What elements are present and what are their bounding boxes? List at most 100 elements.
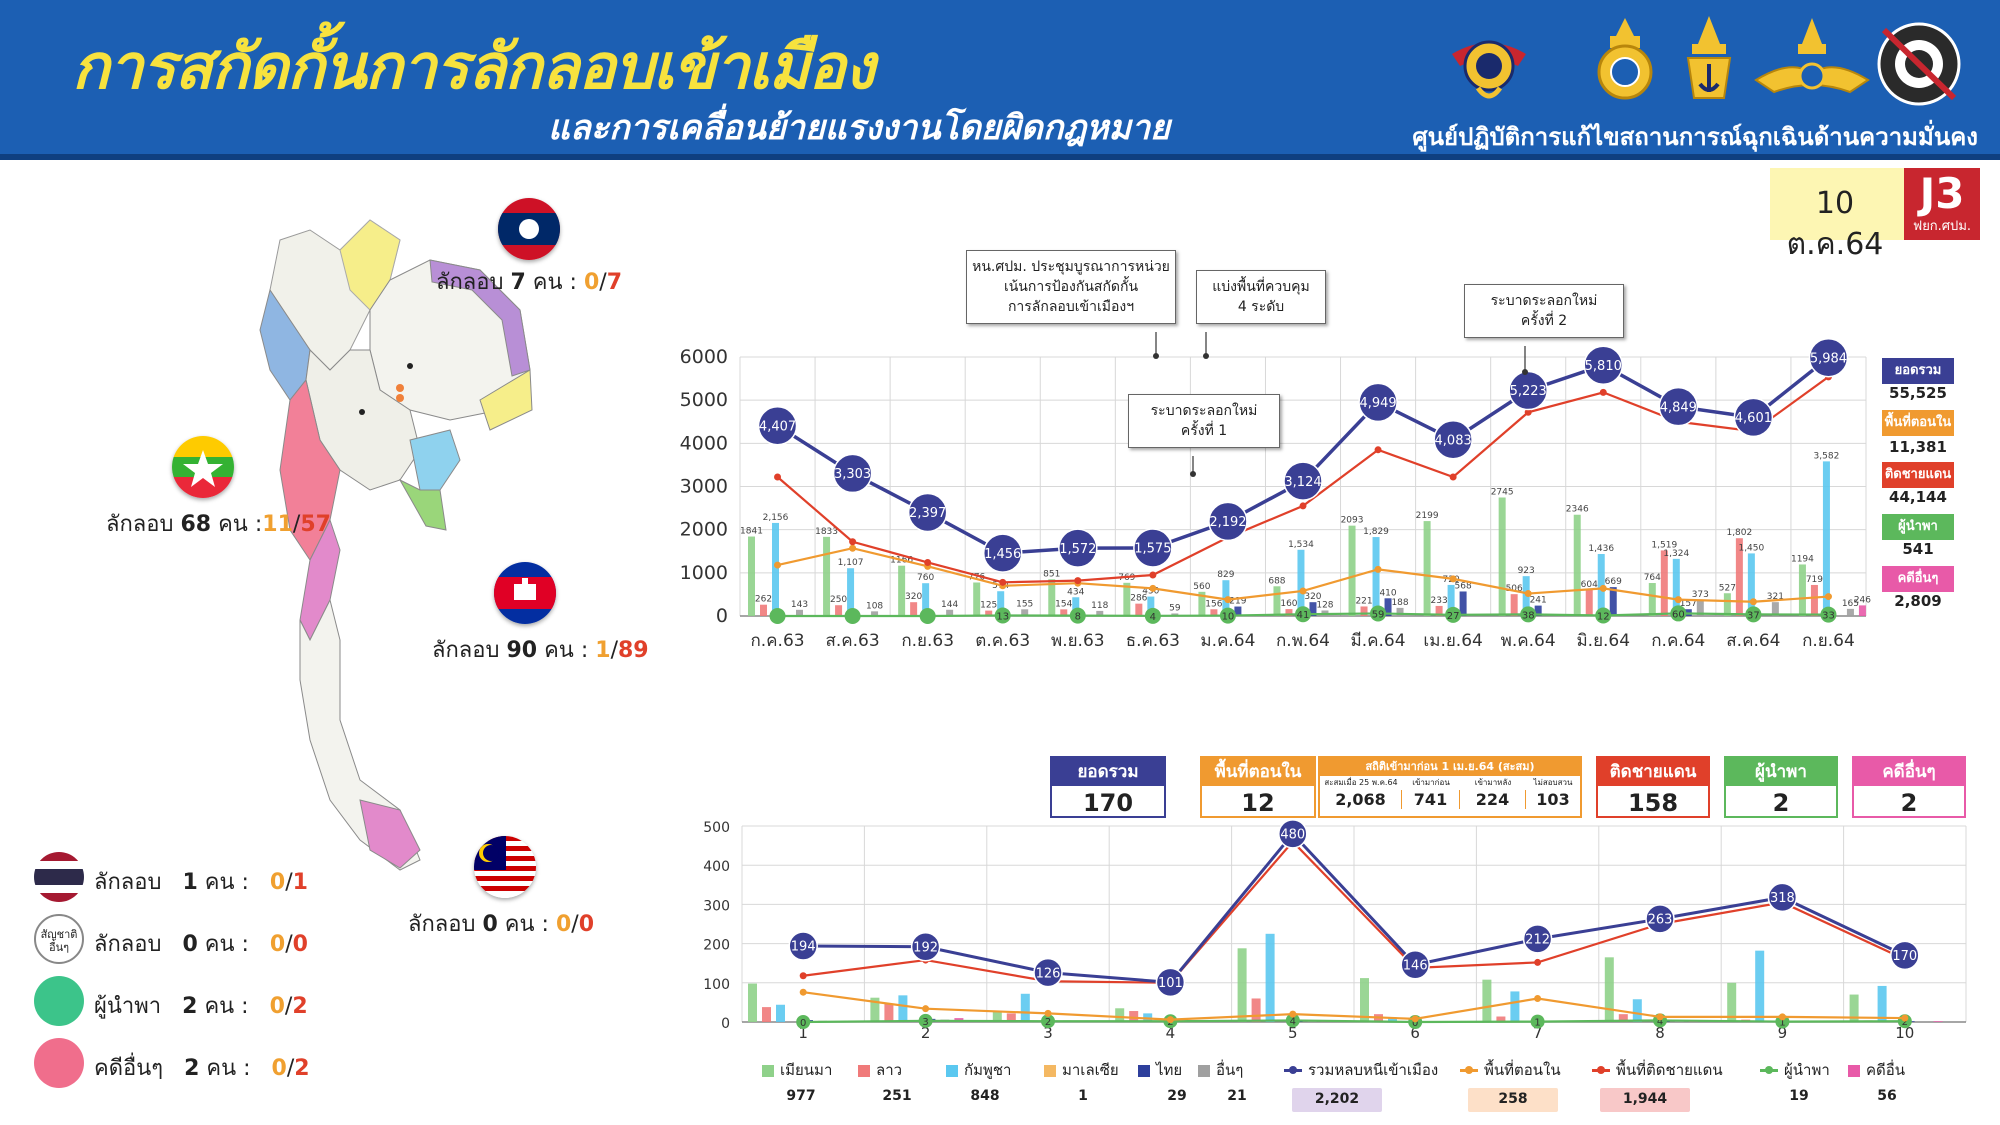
upper-x-tick-label: ก.พ.64 <box>1276 631 1330 651</box>
upper-total-point <box>982 533 1023 573</box>
upper-bar <box>1396 607 1404 616</box>
navy-emblem-icon <box>1452 40 1526 99</box>
lower-total-label: 318 <box>1770 891 1795 906</box>
lower-bar <box>1604 957 1614 1022</box>
lower-point <box>1778 1013 1786 1021</box>
lower-bar <box>898 995 908 1022</box>
lower-y-tick-label: 0 <box>721 1016 730 1032</box>
lower-point <box>1411 964 1419 972</box>
lower-legend-marker-dot <box>1289 1066 1297 1074</box>
upper-bar-label: 143 <box>791 600 808 610</box>
lower-legend-item: รวมหลบหนีเข้าเมือง <box>1284 1058 1438 1082</box>
upper-bar-label: 157 <box>1680 599 1697 609</box>
upper-y-tick-label: 5000 <box>680 389 728 411</box>
lower-x-tick-label: 9 <box>1778 1024 1788 1042</box>
legend-thai: ลักลอบ 1 คน : 0/1 <box>34 852 334 904</box>
lower-total-label: 126 <box>1036 966 1061 981</box>
lower-bar <box>1482 979 1492 1022</box>
upper-point <box>999 582 1007 590</box>
lower-bar <box>1115 1008 1125 1022</box>
upper-bar <box>1048 579 1056 616</box>
summary-border-value: 158 <box>1627 789 1679 817</box>
upper-bar-label: 156 <box>1205 599 1222 609</box>
lower-legend-marker <box>946 1064 958 1077</box>
upper-bar-label: 59 <box>1169 603 1181 613</box>
lower-legend-item: คดีอื่น <box>1848 1058 1905 1082</box>
upper-bar <box>1198 591 1206 616</box>
page-subtitle: และการเคลื่อนย้ายแรงงานโดยผิดกฎหมาย <box>548 108 1170 148</box>
upper-bar-label: 250 <box>830 595 847 605</box>
upper-total-point <box>907 492 948 533</box>
upper-bar-label: 108 <box>866 601 883 611</box>
summary-inner: พื้นที่ตอนใน 12 <box>1200 756 1316 818</box>
upper-bar-label: 144 <box>941 600 958 610</box>
lower-legend-marker <box>858 1064 870 1077</box>
lower-legend-marker <box>1848 1064 1860 1077</box>
upper-total-label: 2,397 <box>909 506 946 521</box>
upper-bar <box>946 609 954 616</box>
upper-bar-label: 2199 <box>1416 511 1439 521</box>
lower-legend-item: เมียนมา <box>762 1058 832 1082</box>
lower-legend-label: คดีอื่น <box>1866 1061 1906 1079</box>
upper-point <box>1599 584 1607 592</box>
summary-stats-subheaders: สะสมเมื่อ 25 พ.ค.64 เข้ามาก่อน เข้ามาหลั… <box>1320 776 1580 790</box>
upper-guide-label: 59 <box>1372 609 1385 620</box>
upper-bar <box>1234 606 1242 616</box>
upper-total-label: 4,849 <box>1660 400 1697 415</box>
lower-bar <box>762 1007 771 1022</box>
upper-bar <box>1309 602 1317 616</box>
lower-legend-label: เมียนมา <box>780 1061 833 1079</box>
lower-y-tick-label: 500 <box>703 820 730 836</box>
air-force-emblem-icon <box>1754 18 1870 94</box>
lower-legend-value: 19 <box>1789 1088 1809 1104</box>
lower-guide-point <box>796 1015 811 1029</box>
upper-bar-label: 1,450 <box>1738 543 1764 553</box>
lower-total-point <box>1767 882 1798 913</box>
upper-x-tick-label: ส.ค.64 <box>1726 631 1780 651</box>
myanmar-smuggling-text: ลักลอบ 68 คน :11/57 <box>106 512 331 537</box>
summary-total-label: ยอดรวม <box>1052 758 1164 786</box>
lower-x-tick-label: 1 <box>798 1024 808 1042</box>
upper-bar <box>997 591 1005 616</box>
upper-y-tick-label: 1000 <box>680 562 728 584</box>
lower-y-tick-label: 400 <box>703 859 730 875</box>
upper-total-label: 4,949 <box>1359 396 1396 411</box>
lower-legend-marker <box>1198 1064 1210 1077</box>
lower-guide-point <box>1653 1013 1667 1028</box>
myanmar-flag-icon <box>172 436 234 498</box>
upper-bar-label: 320 <box>1304 592 1321 602</box>
lower-total-label: 101 <box>1158 976 1183 991</box>
lower-total-point <box>1522 924 1553 954</box>
lower-guide-point <box>918 1013 933 1028</box>
agency-name: ศูนย์ปฏิบัติการแก้ไขสถานการณ์ฉุกเฉินด้าน… <box>1412 123 1978 151</box>
upper-point <box>1299 502 1307 510</box>
annotation-meeting-line: หน.ศปม. ประชุมบูรณาการหน่วย <box>972 259 1170 275</box>
annotation-wave-2-line: ครั้งที่ 2 <box>1520 313 1568 329</box>
upper-total-point <box>1433 420 1473 460</box>
upper-bar <box>1096 610 1104 616</box>
lower-legend-value: 2,202 <box>1292 1088 1382 1112</box>
lower-bar <box>1849 994 1859 1022</box>
legend-other-case-text: คดีอื่นๆ 2 คน : 0/2 <box>94 1056 310 1081</box>
royal-thai-police-emblem-icon <box>1877 22 1961 106</box>
lower-bar <box>1863 1020 1873 1022</box>
summary-guide-label: ผู้นำพา <box>1726 758 1836 786</box>
upper-point <box>1149 571 1157 579</box>
upper-bar <box>1597 554 1605 616</box>
upper-total-label: 1,572 <box>1059 542 1096 557</box>
lower-bar <box>940 1019 950 1022</box>
lower-guide-label: 2 <box>1902 1017 1908 1028</box>
upper-x-tick-label: ก.ย.64 <box>1802 631 1855 651</box>
lower-bar <box>884 1003 894 1022</box>
lower-bar <box>1416 1021 1425 1022</box>
annotation-zones: แบ่งพื้นที่ควบคุม 4 ระดับ <box>1196 270 1326 324</box>
upper-total-label: 1,456 <box>984 547 1021 562</box>
lower-bar <box>1510 991 1520 1022</box>
upper-bar <box>1672 558 1680 616</box>
lower-bar <box>1129 1011 1139 1022</box>
stats-col-3-label: เข้ามาหลัง <box>1474 778 1512 787</box>
lower-legend-value: 1 <box>1078 1088 1088 1104</box>
upper-x-tick-label: เม.ย.64 <box>1423 631 1482 651</box>
lower-point <box>1656 1013 1664 1021</box>
lower-point <box>799 972 807 980</box>
